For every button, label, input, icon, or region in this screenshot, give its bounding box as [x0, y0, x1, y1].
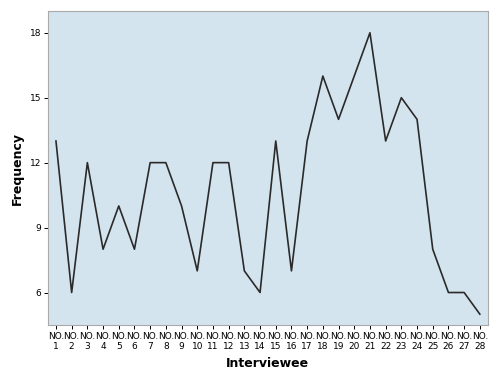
X-axis label: Interviewee: Interviewee [226, 357, 310, 370]
Y-axis label: Frequency: Frequency [11, 131, 24, 205]
